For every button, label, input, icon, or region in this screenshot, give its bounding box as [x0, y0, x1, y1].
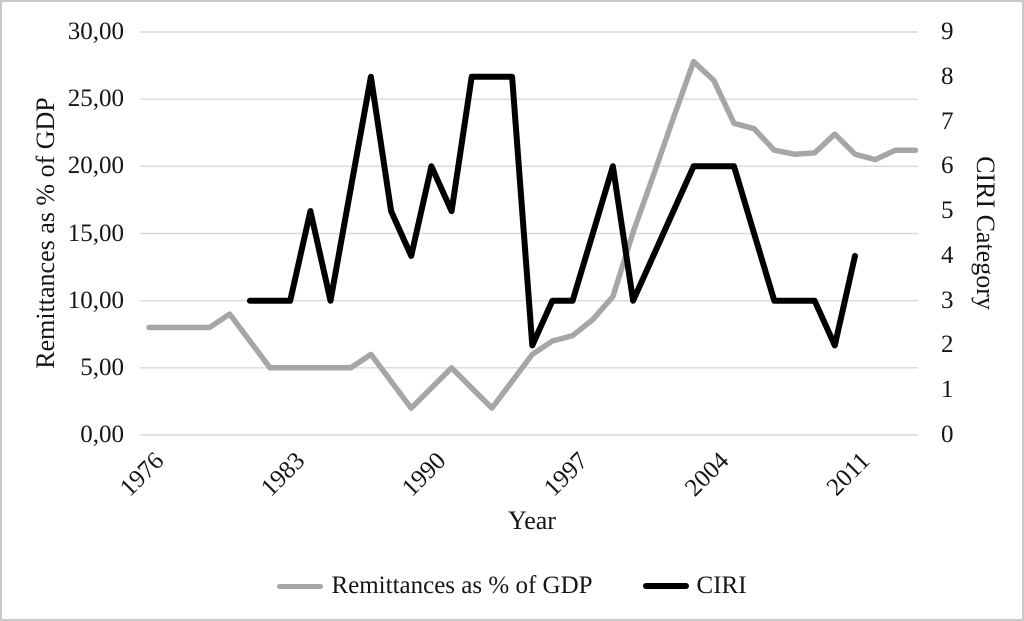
right-y-tick-label: 4 [941, 241, 954, 269]
left-y-tick-label: 25,00 [67, 85, 124, 113]
chart-legend: Remittances as % of GDP CIRI [0, 572, 1024, 600]
legend-item-remittances: Remittances as % of GDP [277, 572, 593, 600]
right-y-tick-label: 2 [941, 331, 954, 359]
legend-item-ciri: CIRI [642, 572, 747, 600]
ciri-line-swatch [642, 583, 689, 589]
right-y-tick-label: 3 [941, 286, 954, 314]
legend-label-remittances: Remittances as % of GDP [331, 572, 593, 599]
left-y-tick-label: 10,00 [67, 286, 124, 314]
left-y-tick-label: 20,00 [67, 152, 124, 180]
right-y-tick-label: 1 [941, 376, 954, 404]
right-y-tick-label: 0 [941, 421, 954, 448]
right-y-tick-label: 5 [941, 197, 954, 225]
right-y-tick-label: 8 [941, 62, 954, 90]
left-y-tick-label: 15,00 [67, 219, 124, 247]
series-line-ciri [246, 73, 858, 349]
left-y-tick-label: 5,00 [80, 353, 124, 381]
left-y-tick-label: 30,00 [67, 18, 124, 45]
legend-label-ciri: CIRI [696, 572, 747, 599]
right-y-axis-title: CIRI Category [971, 156, 1000, 310]
remittances-line-swatch [277, 583, 324, 589]
right-y-tick-label: 6 [941, 152, 954, 180]
right-y-tick-label: 9 [941, 18, 954, 45]
left-y-tick-label: 0,00 [80, 421, 124, 448]
right-y-tick-label: 7 [941, 107, 954, 135]
series-line-remittances [146, 58, 919, 411]
x-axis-title: Year [508, 506, 556, 535]
